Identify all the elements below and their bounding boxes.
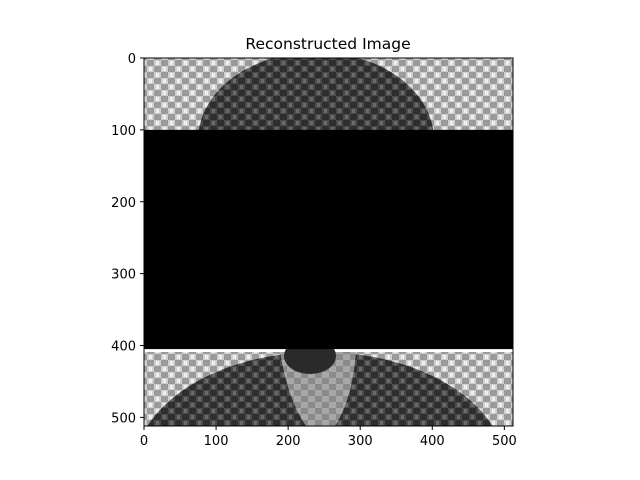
x-axis: 0 100 200 300 400 500 [140, 426, 517, 449]
x-tick-label: 500 [492, 434, 517, 449]
y-tick-label: 500 [111, 411, 136, 426]
x-tick-label: 100 [204, 434, 229, 449]
masked-region [144, 129, 513, 350]
chart-title: Reconstructed Image [245, 35, 410, 53]
y-tick-label: 200 [111, 196, 136, 211]
y-tick-label: 400 [111, 340, 136, 355]
y-tick-label: 300 [111, 268, 136, 283]
x-tick-label: 200 [276, 434, 301, 449]
y-axis: 0 100 200 300 400 500 [111, 52, 144, 426]
y-tick-label: 100 [111, 124, 136, 139]
x-tick-label: 400 [420, 434, 445, 449]
plot-frame [143, 57, 514, 427]
y-tick-label: 0 [128, 52, 136, 67]
reconstructed-image [144, 58, 513, 426]
x-tick-label: 0 [140, 434, 148, 449]
x-tick-label: 300 [348, 434, 373, 449]
